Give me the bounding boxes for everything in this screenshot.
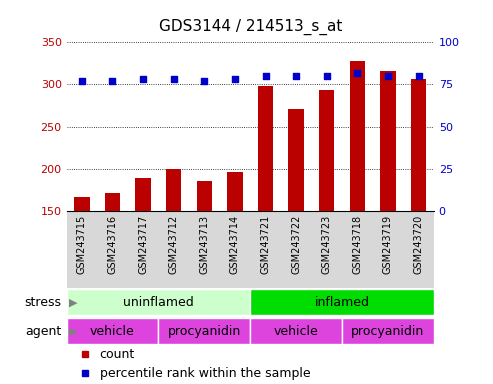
Text: uninflamed: uninflamed (123, 296, 194, 309)
Text: GSM243715: GSM243715 (77, 215, 87, 274)
Bar (380, 71, 395, 211)
Text: procyanidin: procyanidin (352, 325, 424, 338)
Point (108, 78, 116, 84)
Text: GDS3144 / 214513_s_at: GDS3144 / 214513_s_at (159, 18, 342, 35)
Bar (74, 197, 90, 211)
Bar (227, 172, 243, 211)
Point (353, 70, 361, 76)
Text: GSM243714: GSM243714 (230, 215, 240, 274)
Text: ▶: ▶ (69, 297, 77, 308)
Point (78, 78, 86, 84)
Bar (67, 318, 158, 344)
Point (262, 73, 270, 79)
Bar (350, 61, 365, 211)
Bar (288, 109, 304, 211)
Point (292, 73, 300, 79)
Text: GSM243713: GSM243713 (199, 215, 210, 274)
Point (323, 73, 331, 79)
Text: GSM243722: GSM243722 (291, 215, 301, 275)
Text: inflamed: inflamed (315, 296, 370, 309)
Text: count: count (100, 348, 135, 361)
Point (200, 78, 208, 84)
Text: GSM243712: GSM243712 (169, 215, 178, 274)
Bar (319, 90, 334, 211)
Point (384, 73, 392, 79)
Point (231, 76, 239, 83)
Bar (250, 290, 434, 315)
Bar (158, 318, 250, 344)
Bar (67, 290, 250, 315)
Bar (411, 79, 426, 211)
Text: GSM243716: GSM243716 (107, 215, 117, 274)
Bar (197, 181, 212, 211)
Text: GSM243723: GSM243723 (322, 215, 332, 274)
Text: percentile rank within the sample: percentile rank within the sample (100, 367, 310, 380)
Bar (342, 318, 434, 344)
Text: vehicle: vehicle (274, 325, 318, 338)
Bar (136, 178, 151, 211)
Text: ▶: ▶ (69, 326, 77, 336)
Point (415, 73, 423, 79)
Bar (105, 194, 120, 211)
Point (170, 76, 177, 83)
Bar (250, 318, 342, 344)
Text: GSM243718: GSM243718 (352, 215, 362, 274)
Text: GSM243719: GSM243719 (383, 215, 393, 274)
Text: GSM243717: GSM243717 (138, 215, 148, 274)
Bar (166, 169, 181, 211)
Text: GSM243720: GSM243720 (414, 215, 423, 274)
Text: procyanidin: procyanidin (168, 325, 241, 338)
Text: vehicle: vehicle (90, 325, 135, 338)
Bar (258, 86, 273, 211)
Text: stress: stress (25, 296, 62, 309)
Point (139, 76, 147, 83)
Text: GSM243721: GSM243721 (260, 215, 271, 274)
Text: agent: agent (25, 325, 62, 338)
